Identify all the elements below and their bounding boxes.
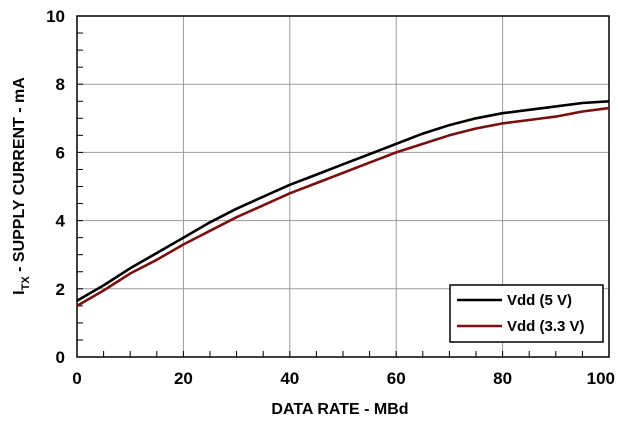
y-tick-label-0: 0 — [56, 348, 65, 367]
legend-box — [449, 284, 604, 343]
legend-label-vdd-5v: Vdd (5 V) — [507, 292, 572, 309]
x-tick-labels: 0 20 40 60 80 100 — [72, 369, 615, 388]
x-tick-label-60: 60 — [387, 369, 406, 388]
y-tick-label-6: 6 — [56, 143, 65, 162]
series-line-0 — [76, 100, 610, 302]
y-tick-label-4: 4 — [56, 212, 66, 231]
plot-frame — [76, 15, 610, 358]
y-tick-labels: 0 2 4 6 8 10 — [46, 7, 65, 367]
x-tick-label-100: 100 — [587, 369, 615, 388]
y-tick-label-8: 8 — [56, 75, 65, 94]
x-tick-label-40: 40 — [280, 369, 299, 388]
y-axis-title: ITX - SUPPLY CURRENT - mA — [11, 77, 32, 295]
series-layer — [76, 100, 610, 308]
x-tick-label-0: 0 — [72, 369, 81, 388]
y-axis-title-rest: - SUPPLY CURRENT - mA — [11, 77, 28, 277]
x-axis-title: DATA RATE - MBd — [271, 401, 408, 418]
y-tick-label-10: 10 — [46, 7, 65, 26]
y-tick-label-2: 2 — [56, 280, 65, 299]
legend-label-vdd-3v3: Vdd (3.3 V) — [507, 318, 585, 335]
x-tick-label-20: 20 — [174, 369, 193, 388]
y-axis-title-sub: TX — [20, 276, 32, 291]
x-tick-label-80: 80 — [493, 369, 512, 388]
grid-lines — [77, 16, 609, 357]
legend: Vdd (5 V) Vdd (3.3 V) — [449, 284, 604, 343]
y-axis-title-main: I — [11, 290, 28, 294]
series-line-1 — [76, 106, 610, 308]
minor-ticks — [76, 15, 610, 358]
